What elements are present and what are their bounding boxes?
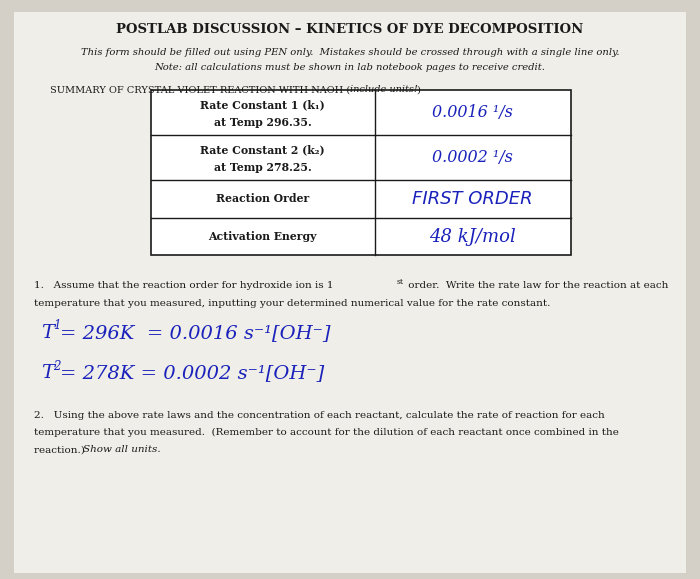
Text: Show all units.: Show all units. — [83, 445, 160, 455]
Text: FIRST ORDER: FIRST ORDER — [412, 190, 533, 208]
Text: reaction.): reaction.) — [34, 445, 91, 455]
Text: = 296K  = 0.0016 s⁻¹[OH⁻]: = 296K = 0.0016 s⁻¹[OH⁻] — [60, 324, 330, 342]
Text: ): ) — [416, 85, 421, 94]
Text: 0.0016 ¹/s: 0.0016 ¹/s — [432, 104, 513, 121]
Text: T: T — [41, 324, 54, 342]
Text: SUMMARY OF CRYSTAL VIOLET REACTION WITH NAOH (: SUMMARY OF CRYSTAL VIOLET REACTION WITH … — [50, 85, 350, 94]
Text: 1: 1 — [53, 319, 61, 332]
Text: temperature that you measured.  (Remember to account for the dilution of each re: temperature that you measured. (Remember… — [34, 428, 619, 437]
Text: Reaction Order: Reaction Order — [216, 193, 309, 204]
Text: order.  Write the rate law for the reaction at each: order. Write the rate law for the reacti… — [405, 281, 668, 291]
Text: temperature that you measured, inputting your determined numerical value for the: temperature that you measured, inputting… — [34, 299, 550, 308]
Text: at Temp 296.35.: at Temp 296.35. — [214, 117, 312, 127]
Text: include units!: include units! — [350, 85, 418, 94]
Bar — [150, 90, 570, 255]
Text: Rate Constant 1 (k₁): Rate Constant 1 (k₁) — [200, 100, 325, 110]
Text: st: st — [397, 278, 404, 286]
Text: Activation Energy: Activation Energy — [209, 231, 316, 242]
Text: Rate Constant 2 (k₂): Rate Constant 2 (k₂) — [200, 145, 325, 155]
Text: 48 kJ/mol: 48 kJ/mol — [429, 228, 516, 245]
Text: Note: all calculations must be shown in lab notebook pages to receive credit.: Note: all calculations must be shown in … — [155, 63, 545, 72]
Text: = 278K = 0.0002 s⁻¹[OH⁻]: = 278K = 0.0002 s⁻¹[OH⁻] — [60, 364, 324, 382]
Text: 2: 2 — [53, 360, 61, 372]
Text: at Temp 278.25.: at Temp 278.25. — [214, 162, 312, 173]
Text: 1.   Assume that the reaction order for hydroxide ion is 1: 1. Assume that the reaction order for hy… — [34, 281, 333, 291]
Text: 0.0002 ¹/s: 0.0002 ¹/s — [432, 149, 513, 166]
Text: 2.   Using the above rate laws and the concentration of each reactant, calculate: 2. Using the above rate laws and the con… — [34, 411, 604, 420]
Text: This form should be filled out using PEN only.  Mistakes should be crossed throu: This form should be filled out using PEN… — [80, 48, 620, 57]
Text: POSTLAB DISCUSSION – KINETICS OF DYE DECOMPOSITION: POSTLAB DISCUSSION – KINETICS OF DYE DEC… — [116, 23, 584, 36]
Text: T: T — [41, 364, 54, 382]
